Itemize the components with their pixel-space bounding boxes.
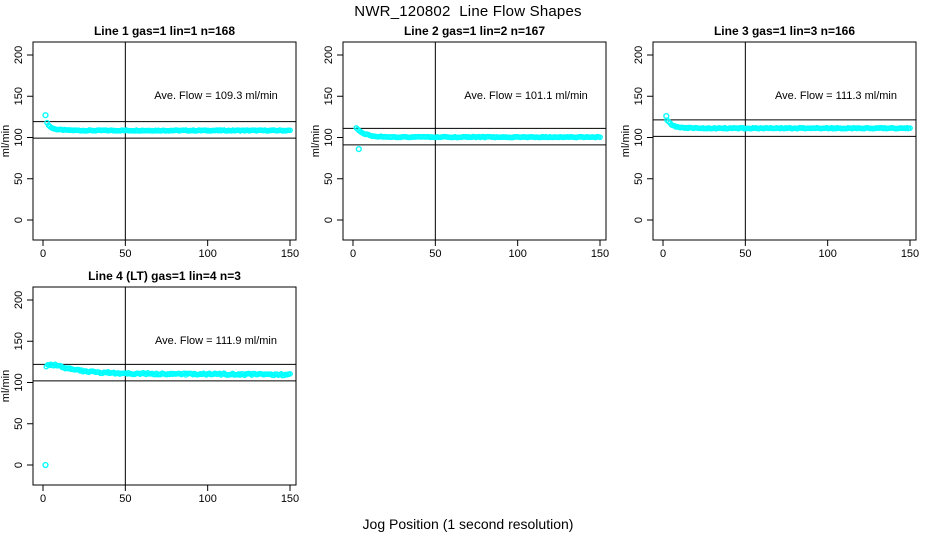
data-point bbox=[287, 127, 293, 134]
y-tick-label: 200 bbox=[13, 291, 25, 309]
plot-box bbox=[342, 41, 607, 241]
x-tick-label: 150 bbox=[901, 248, 919, 260]
y-tick-label: 50 bbox=[633, 173, 645, 185]
y-tick-label: 100 bbox=[633, 128, 645, 146]
subplot-line-3: Line 3 gas=1 lin=3 n=166 0 50 100 150 0 50 100 1… bbox=[620, 20, 936, 265]
y-tick-label: 100 bbox=[323, 128, 335, 146]
y-axis-label: ml/min bbox=[310, 125, 322, 157]
panel-title: Line 3 gas=1 lin=3 n=166 bbox=[714, 24, 855, 38]
points-layer bbox=[663, 112, 913, 132]
x-tick-label: 50 bbox=[739, 248, 751, 260]
points-layer bbox=[42, 112, 293, 134]
y-tick-label: 0 bbox=[13, 217, 25, 223]
y-tick-label: 0 bbox=[13, 462, 25, 468]
y-tick-label: 150 bbox=[13, 332, 25, 350]
x-tick-label: 150 bbox=[281, 493, 299, 505]
x-tick-label: 100 bbox=[508, 248, 526, 260]
y-axis-label: ml/min bbox=[0, 370, 12, 402]
x-tick-label: 0 bbox=[660, 248, 666, 260]
y-axis-label: ml/min bbox=[620, 125, 632, 157]
average-flow-annotation: Ave. Flow = 109.3 ml/min bbox=[154, 90, 278, 102]
y-tick-label: 0 bbox=[323, 217, 335, 223]
x-tick-label: 50 bbox=[119, 248, 131, 260]
chart-main-title: NWR_120802 Line Flow Shapes bbox=[354, 3, 582, 20]
x-tick-label: 0 bbox=[40, 248, 46, 260]
subplot-line-4: Line 4 (LT) gas=1 lin=4 n=3 0 50 100 150 0 50 1… bbox=[0, 265, 316, 510]
panel-title: Line 4 (LT) gas=1 lin=4 n=3 bbox=[88, 269, 241, 283]
panel-title: Line 1 gas=1 lin=1 n=168 bbox=[94, 24, 235, 38]
plot-box bbox=[32, 41, 297, 241]
y-tick-label: 150 bbox=[323, 87, 335, 105]
subplot-line-4-svg: Line 4 (LT) gas=1 lin=4 n=3 0 50 100 150 0 50 1… bbox=[0, 269, 299, 505]
plot-box bbox=[652, 41, 917, 241]
y-tick-label: 200 bbox=[13, 46, 25, 64]
points-layer bbox=[42, 361, 293, 469]
outlier-point bbox=[42, 112, 49, 119]
y-tick-label: 0 bbox=[633, 217, 645, 223]
x-tick-label: 100 bbox=[818, 248, 836, 260]
subplot-line-2: Line 2 gas=1 lin=2 n=167 0 50 100 150 0 50 100 1… bbox=[310, 20, 626, 265]
subplot-line-3-svg: Line 3 gas=1 lin=3 n=166 0 50 100 150 0 50 100 1… bbox=[620, 24, 919, 260]
x-tick-label: 50 bbox=[119, 493, 131, 505]
plot-box bbox=[32, 286, 297, 486]
subplot-line-1: Line 1 gas=1 lin=1 n=168 0 50 100 150 0 50 100 1… bbox=[0, 20, 316, 265]
y-tick-label: 100 bbox=[13, 128, 25, 146]
y-tick-label: 50 bbox=[13, 173, 25, 185]
data-point bbox=[907, 125, 913, 131]
x-tick-label: 150 bbox=[591, 248, 609, 260]
y-tick-label: 200 bbox=[323, 46, 335, 64]
points-layer bbox=[353, 125, 603, 153]
x-tick-label: 50 bbox=[429, 248, 441, 260]
data-point bbox=[287, 371, 293, 377]
outlier-point bbox=[42, 461, 49, 469]
average-flow-annotation: Ave. Flow = 101.1 ml/min bbox=[464, 90, 588, 102]
y-tick-label: 150 bbox=[13, 87, 25, 105]
x-tick-label: 150 bbox=[281, 248, 299, 260]
x-tick-label: 100 bbox=[198, 493, 216, 505]
average-flow-annotation: Ave. Flow = 111.3 ml/min bbox=[775, 90, 897, 102]
panel-title: Line 2 gas=1 lin=2 n=167 bbox=[404, 24, 545, 38]
data-point bbox=[597, 134, 603, 141]
y-tick-label: 100 bbox=[13, 373, 25, 391]
outlier-point bbox=[663, 112, 670, 120]
x-tick-label: 0 bbox=[350, 248, 356, 260]
x-tick-label: 100 bbox=[198, 248, 216, 260]
subplot-line-2-svg: Line 2 gas=1 lin=2 n=167 0 50 100 150 0 50 100 1… bbox=[310, 24, 609, 260]
y-axis-label: ml/min bbox=[0, 125, 12, 157]
outlier-point bbox=[355, 146, 362, 153]
average-flow-annotation: Ave. Flow = 111.9 ml/min bbox=[155, 335, 277, 347]
x-axis-title: Jog Position (1 second resolution) bbox=[362, 516, 574, 532]
y-tick-label: 200 bbox=[633, 46, 645, 64]
x-tick-label: 0 bbox=[40, 493, 46, 505]
y-tick-label: 150 bbox=[633, 87, 645, 105]
subplot-line-1-svg: Line 1 gas=1 lin=1 n=168 0 50 100 150 0 50 100 1… bbox=[0, 24, 299, 260]
y-tick-label: 50 bbox=[323, 173, 335, 185]
y-tick-label: 50 bbox=[13, 418, 25, 430]
